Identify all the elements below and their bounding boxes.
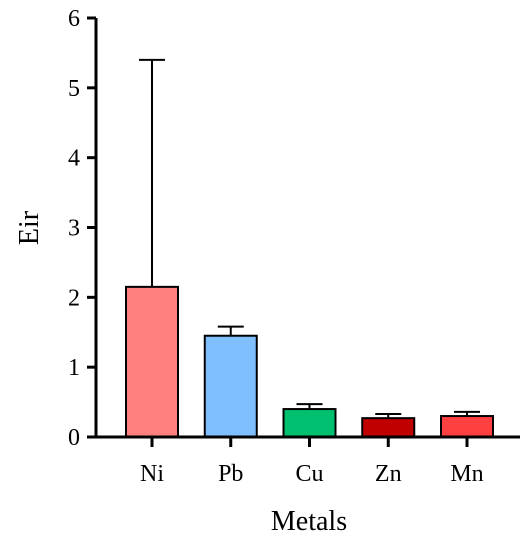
x-tick-label: Cu [295,461,323,487]
y-tick-label: 4 [68,146,80,172]
x-tick-label: Mn [450,461,483,487]
bar [125,285,179,438]
y-tick-label: 1 [68,355,80,381]
x-axis-title: Metals [271,506,347,537]
bar [282,408,337,439]
bar [440,415,494,438]
y-tick-label: 5 [68,76,80,102]
x-tick-label: Ni [140,461,164,487]
bar [361,417,416,438]
x-tick-label: Zn [375,461,402,487]
y-axis-title: Eir [14,210,45,245]
y-tick-label: 2 [68,285,80,311]
y-tick-label: 0 [68,425,80,451]
bar [203,334,258,438]
x-tick-label: Pb [218,461,243,487]
y-tick-label: 3 [68,216,80,242]
y-tick-label: 6 [68,6,80,32]
